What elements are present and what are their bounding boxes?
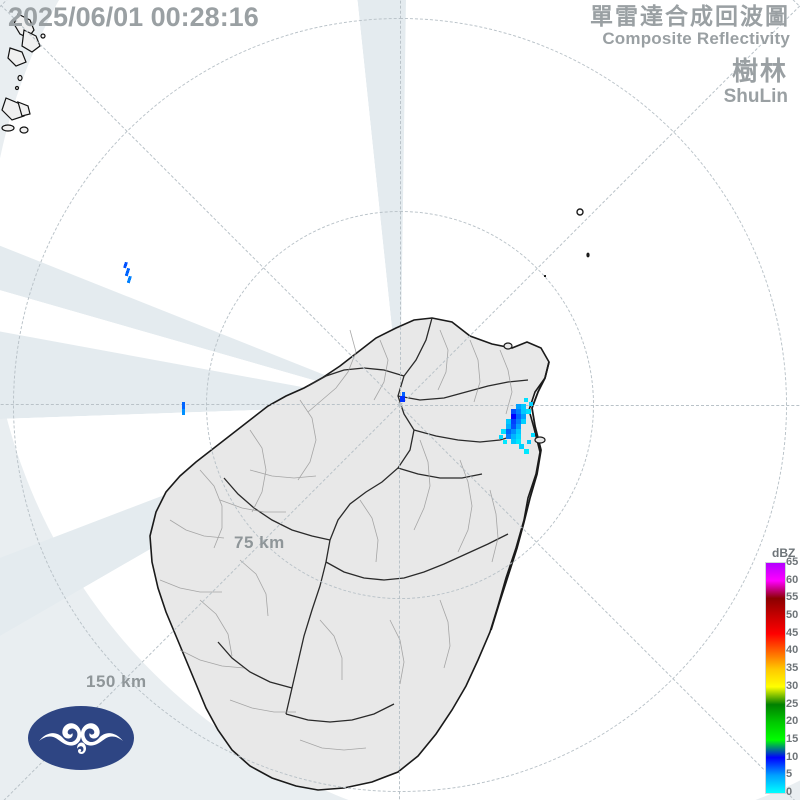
colorbar-unit-label: dBZ: [772, 546, 796, 560]
colorbar-tick-15: 15: [786, 732, 799, 745]
colorbar-tick-60: 60: [786, 573, 799, 586]
cwa-logo: [28, 706, 134, 770]
colorbar-tick-5: 5: [786, 768, 793, 781]
title-block: 單雷達合成回波圖 Composite Reflectivity: [590, 4, 790, 49]
colorbar-tick-55: 55: [786, 591, 799, 604]
colorbar-tick-45: 45: [786, 626, 799, 639]
range-ring-label-75km: 75 km: [234, 533, 285, 552]
title-english: Composite Reflectivity: [602, 29, 790, 49]
colorbar-tick-20: 20: [786, 715, 799, 728]
echo-radar-site: [400, 392, 405, 402]
colorbar-tick-10: 10: [786, 750, 799, 763]
echo-offshore-streaks: [123, 261, 185, 415]
station-name-english: ShuLin: [723, 86, 788, 108]
colorbar-gradient: [765, 562, 786, 794]
radial-line-e: [400, 405, 800, 406]
reflectivity-colorbar: dBZ 65 60 55 50 45 40 35 30 25 20 15 10 5 0: [762, 546, 800, 800]
colorbar-tick-0: 0: [786, 786, 793, 798]
colorbar-tick-65: 65: [786, 556, 799, 568]
colorbar-tick-30: 30: [786, 679, 799, 692]
title-chinese: 單雷達合成回波圖: [590, 3, 790, 29]
station-block: 樹林 ShuLin: [723, 56, 788, 109]
colorbar-tick-labels: 65 60 55 50 45 40 35 30 25 20 15 10 5 0: [786, 556, 800, 798]
colorbar-tick-35: 35: [786, 662, 799, 675]
colorbar-tick-50: 50: [786, 609, 799, 622]
colorbar-tick-40: 40: [786, 644, 799, 657]
station-name-chinese: 樹林: [731, 56, 788, 86]
range-ring-label-150km: 150 km: [86, 672, 147, 691]
cwa-logo-wave-glyph: [39, 723, 123, 754]
timestamp-label: 2025/06/01 00:28:16: [8, 2, 259, 32]
colorbar-tick-25: 25: [786, 697, 799, 710]
echo-cluster-northeast: [499, 398, 535, 454]
